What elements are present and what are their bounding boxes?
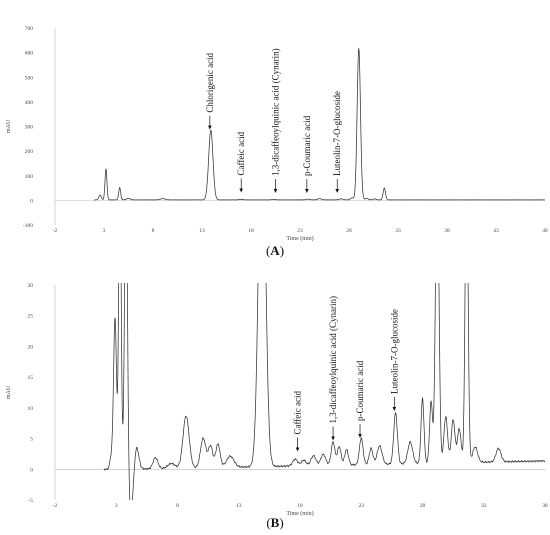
y-tick-label: 20 <box>28 344 34 350</box>
peak-annotation-label: 1,3-dicaffeoylquinic acid (Cynarin) <box>328 296 338 424</box>
y-tick-label: 5 <box>30 437 33 443</box>
peak-annotation-label: 1,3-dicaffeoylquinic acid (Cynarin) <box>271 48 281 176</box>
y-axis-label: mAU <box>6 385 12 399</box>
panel-b-caption-letter: B <box>271 515 280 530</box>
x-tick-label: 28 <box>420 503 426 509</box>
x-tick-label: 23 <box>359 503 365 509</box>
chromatogram-panel-a: -2 3 8 13 18 23 28 33 38 43 4870060050040030020010… <box>6 26 548 242</box>
annotation-arrowhead <box>239 188 243 193</box>
x-tick-label: -2 <box>53 228 58 234</box>
annotation-arrowhead <box>331 436 335 441</box>
x-axis-label: Time (min) <box>286 235 313 242</box>
x-tick-label: 33 <box>481 503 487 509</box>
y-tick-label: 600 <box>25 51 34 57</box>
peak-annotation-label: Caffeic acid <box>293 390 303 434</box>
x-tick-label: 38 <box>444 228 450 234</box>
peak-annotation-label: p-Coumaric acid <box>302 115 312 176</box>
panel-a-caption-close: ) <box>280 243 284 258</box>
panel-b-caption-open: ( <box>266 515 270 530</box>
x-tick-label: -2 <box>53 503 58 509</box>
y-tick-label: -100 <box>23 223 33 229</box>
y-tick-label: 100 <box>25 174 34 180</box>
y-tick-label: 300 <box>25 125 34 131</box>
peak-annotation-label: Chlorigenic acid <box>205 52 215 112</box>
y-tick-label: 10 <box>28 406 34 412</box>
x-tick-label: 43 <box>493 228 499 234</box>
x-tick-label: 3 <box>115 503 118 509</box>
annotation-arrowhead <box>208 125 212 130</box>
y-tick-label: 500 <box>25 75 34 81</box>
x-tick-label: 3 <box>103 228 106 234</box>
x-tick-label: 33 <box>395 228 401 234</box>
x-tick-label: 23 <box>297 228 303 234</box>
peak-annotation-label: Luteolin-7-O-glucoside <box>389 309 399 394</box>
annotation-arrowhead <box>305 188 309 193</box>
panel-a-caption-letter: A <box>270 243 280 258</box>
annotation-arrowhead <box>295 447 300 452</box>
y-tick-label: 400 <box>25 100 34 106</box>
x-tick-label: 8 <box>176 503 179 509</box>
annotation-arrowhead <box>335 188 340 193</box>
annotation-arrowhead <box>392 407 397 411</box>
x-tick-label: 8 <box>152 228 155 234</box>
y-axis-label: mAU <box>6 119 12 133</box>
peak-annotation-label: p-Coumaric acid <box>355 360 365 421</box>
x-tick-label: 13 <box>199 228 205 234</box>
panel-b-caption: (B) <box>266 515 283 530</box>
panel-b-caption-close: ) <box>279 515 283 530</box>
y-tick-label: 200 <box>25 149 34 155</box>
panel-a-caption: (A) <box>266 243 284 258</box>
y-tick-label: 30 <box>28 283 34 289</box>
y-tick-label: 700 <box>25 26 34 32</box>
x-tick-label: 38 <box>542 503 548 509</box>
y-tick-label: 0 <box>30 198 33 204</box>
peak-annotation-label: Luteolin-7-O-glucoside <box>332 91 342 176</box>
x-tick-label: 48 <box>542 228 548 234</box>
y-tick-label: 25 <box>28 314 34 320</box>
y-tick-label: 0 <box>30 467 33 473</box>
chromatogram-trace <box>103 283 545 500</box>
annotation-arrowhead <box>273 188 278 193</box>
panel-a-caption-open: ( <box>266 243 270 258</box>
y-tick-label: 15 <box>28 375 34 381</box>
x-tick-label: 18 <box>248 228 254 234</box>
chromatogram-trace <box>94 47 545 201</box>
y-tick-label: -5 <box>28 498 33 504</box>
x-tick-label: 28 <box>346 228 352 234</box>
peak-annotation-label: Caffeic acid <box>236 131 246 175</box>
x-axis-label: Time (min) <box>286 510 313 517</box>
x-tick-label: 13 <box>236 503 242 509</box>
x-tick-label: 18 <box>297 503 303 509</box>
annotation-arrowhead <box>358 434 362 439</box>
